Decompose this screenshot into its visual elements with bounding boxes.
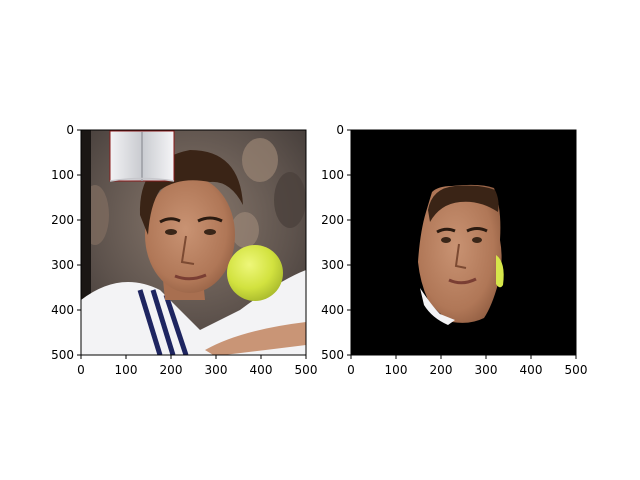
face-mask-image: [351, 130, 576, 355]
x-tick-label: 0: [347, 363, 355, 377]
original-photo-image: [81, 130, 306, 355]
book-icon: [109, 130, 175, 182]
x-tick-label: 100: [385, 363, 408, 377]
y-tick-label: 0: [66, 123, 74, 137]
y-tick-label: 400: [51, 303, 74, 317]
x-tick-label: 200: [160, 363, 183, 377]
tennis-ball: [227, 245, 283, 301]
x-tick-label: 300: [205, 363, 228, 377]
x-tick-label: 400: [520, 363, 543, 377]
x-tick-label: 100: [115, 363, 138, 377]
x-tick-label: 500: [565, 363, 588, 377]
face-mask-face: [418, 184, 502, 323]
original-photo-frame: [80, 129, 307, 356]
y-tick-label: 500: [321, 348, 344, 362]
y-tick-label: 500: [51, 348, 74, 362]
x-tick-label: 300: [475, 363, 498, 377]
y-tick-label: 300: [51, 258, 74, 272]
y-tick-label: 400: [321, 303, 344, 317]
y-tick-label: 300: [321, 258, 344, 272]
y-tick-label: 100: [321, 168, 344, 182]
x-tick-label: 200: [430, 363, 453, 377]
y-tick-label: 100: [51, 168, 74, 182]
x-tick-label: 400: [250, 363, 273, 377]
y-tick-label: 200: [51, 213, 74, 227]
x-tick-label: 0: [77, 363, 85, 377]
y-tick-label: 0: [336, 123, 344, 137]
y-tick-label: 200: [321, 213, 344, 227]
x-tick-label: 500: [295, 363, 318, 377]
face-mask-frame: [350, 129, 577, 356]
